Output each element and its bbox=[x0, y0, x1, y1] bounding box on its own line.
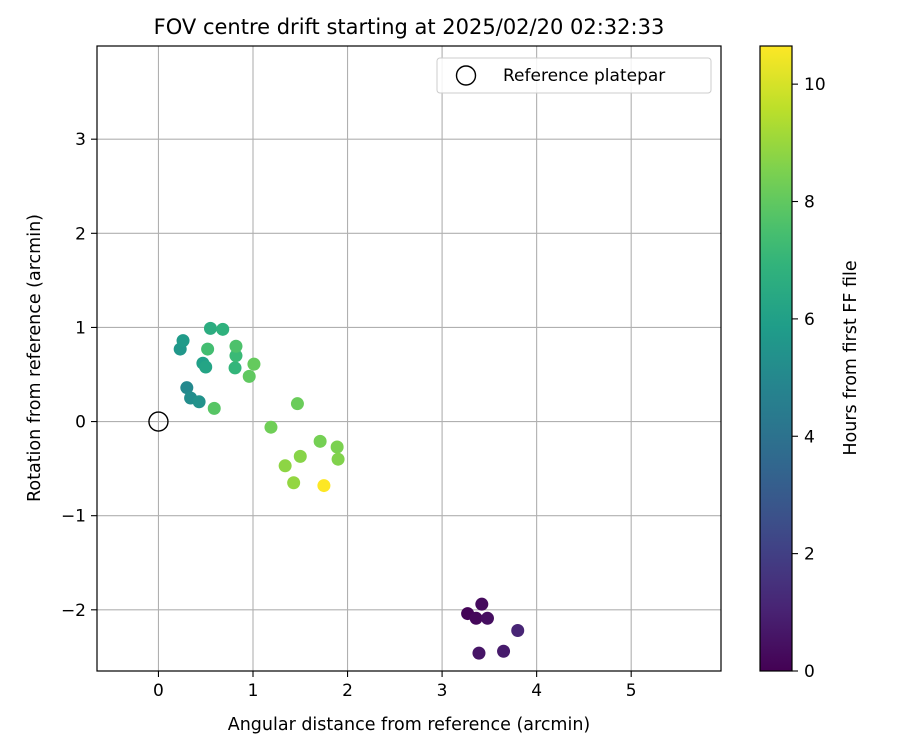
colorbar-gradient bbox=[759, 45, 793, 672]
x-tick-label: 5 bbox=[626, 681, 637, 701]
data-point bbox=[331, 452, 345, 466]
data-point bbox=[511, 624, 525, 638]
data-point bbox=[287, 476, 301, 490]
data-point bbox=[469, 611, 483, 625]
x-tick-label: 2 bbox=[342, 681, 353, 701]
legend: Reference platepar bbox=[436, 57, 712, 94]
data-point bbox=[313, 434, 327, 448]
data-point bbox=[192, 395, 206, 409]
x-tick-label: 4 bbox=[531, 681, 542, 701]
legend-box bbox=[436, 57, 712, 94]
data-point bbox=[290, 397, 304, 411]
colorbar-ticks: 0 2 4 6 8 10 bbox=[792, 75, 826, 682]
data-point bbox=[497, 644, 511, 658]
reference-layer bbox=[148, 411, 169, 432]
legend-label-reference: Reference platepar bbox=[503, 66, 665, 86]
colorbar: 0 2 4 6 8 10 Hours from first FF file bbox=[759, 45, 861, 682]
data-point bbox=[317, 479, 331, 493]
data-point bbox=[472, 646, 486, 660]
data-point bbox=[264, 420, 278, 434]
data-point bbox=[176, 334, 190, 348]
chart-title: FOV centre drift starting at 2025/02/20 … bbox=[154, 15, 665, 39]
data-point bbox=[475, 597, 489, 611]
y-tick-label: −1 bbox=[61, 507, 86, 527]
data-point bbox=[278, 459, 292, 473]
plot-frame bbox=[96, 45, 722, 672]
legend-marker-reference bbox=[455, 65, 477, 86]
data-point bbox=[247, 357, 261, 371]
y-tick-label: 1 bbox=[75, 318, 86, 338]
grid-lines bbox=[97, 46, 721, 671]
y-axis-label: Rotation from reference (arcmin) bbox=[25, 214, 45, 502]
colorbar-tick-label: 10 bbox=[804, 75, 826, 95]
data-point bbox=[180, 381, 194, 395]
y-tick-label: −2 bbox=[61, 601, 86, 621]
y-tick-label: 0 bbox=[75, 413, 86, 433]
y-ticks: −2 −1 0 1 2 3 bbox=[61, 130, 97, 621]
data-points bbox=[173, 321, 525, 660]
data-point bbox=[293, 449, 307, 463]
data-point bbox=[199, 360, 213, 374]
x-ticks: 0 1 2 3 4 5 bbox=[153, 671, 637, 701]
data-point bbox=[242, 369, 256, 383]
reference-platepar-marker bbox=[148, 411, 169, 432]
data-point bbox=[216, 322, 230, 336]
y-tick-label: 2 bbox=[75, 224, 86, 244]
x-tick-label: 0 bbox=[153, 681, 164, 701]
colorbar-tick-label: 0 bbox=[804, 662, 815, 682]
y-tick-label: 3 bbox=[75, 130, 86, 150]
data-point bbox=[228, 361, 242, 375]
x-tick-label: 3 bbox=[437, 681, 448, 701]
colorbar-tick-label: 2 bbox=[804, 545, 815, 565]
colorbar-tick-label: 6 bbox=[804, 310, 815, 330]
data-point bbox=[229, 339, 243, 353]
x-tick-label: 1 bbox=[248, 681, 259, 701]
data-point bbox=[229, 349, 243, 363]
colorbar-label: Hours from first FF file bbox=[841, 260, 861, 455]
data-point bbox=[207, 401, 221, 415]
data-point bbox=[330, 440, 344, 454]
data-point bbox=[480, 611, 494, 625]
x-axis-label: Angular distance from reference (arcmin) bbox=[228, 715, 591, 735]
data-point bbox=[203, 321, 217, 335]
colorbar-tick-label: 8 bbox=[804, 193, 815, 213]
colorbar-tick-label: 4 bbox=[804, 427, 815, 447]
data-point bbox=[201, 342, 215, 356]
